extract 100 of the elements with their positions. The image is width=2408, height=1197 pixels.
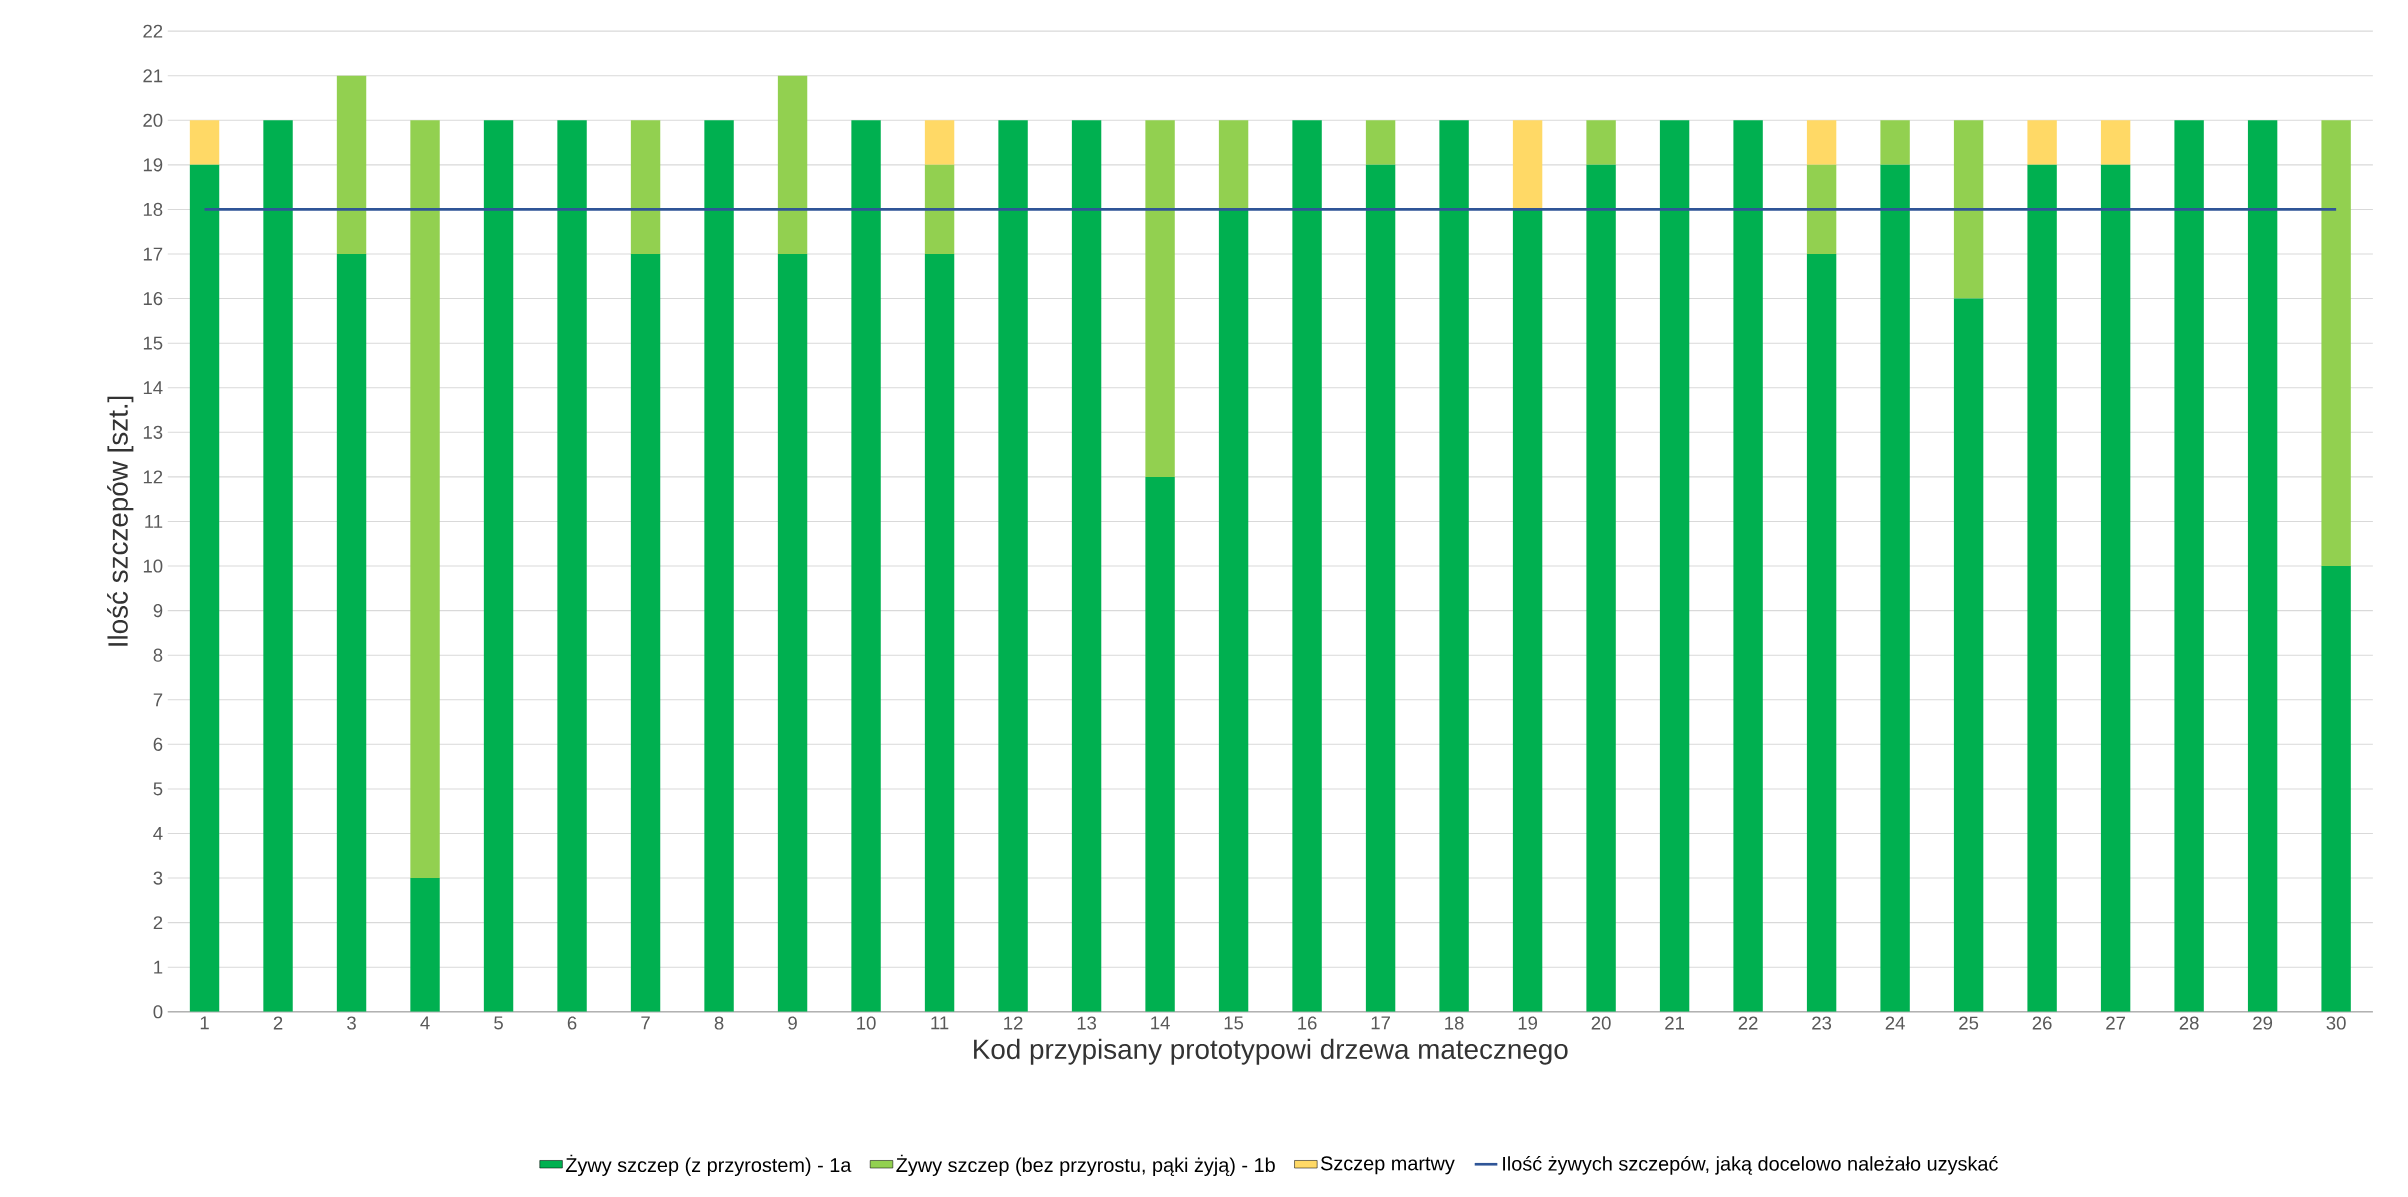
x-tick-label: 17 [1371,1016,1390,1030]
bar [2027,120,2057,166]
x-tick-label: 24 [1885,1016,1905,1030]
x-tick-label: 18 [1445,1016,1464,1030]
x-tick-label: 4 [420,1016,430,1030]
x-tick-label: 8 [714,1016,724,1030]
x-tick-label: 25 [1959,1016,1979,1030]
y-tick-label: 4 [153,827,163,841]
x-tick-label: 14 [1151,1016,1170,1030]
y-tick-label: 20 [143,113,163,128]
legend-label: Szczep martwy [1320,1156,1455,1175]
legend-label: Ilość żywych szczepów, jaką docelowo należało uzyskać [1503,1156,1998,1175]
bar [704,120,734,1012]
bar [1733,120,1763,1012]
bar [777,75,808,255]
y-tick-label: 17 [143,247,163,261]
bar [1071,120,1102,1012]
y-tick-label: 8 [153,648,163,662]
bar [1145,477,1175,1012]
x-axis-title: Kod przypisany prototypowi drzewa matecznego [974,1038,1568,1065]
bar [2027,165,2057,1012]
y-tick-label: 11 [145,515,163,529]
bar [924,165,955,255]
bar [851,120,881,1012]
x-tick-label: 28 [2179,1016,2199,1030]
bar [1880,120,1910,166]
legend-label: Żywy szczep (z przyrostem) - 1a [565,1154,852,1177]
bar [1292,120,1322,1012]
x-tick-label: 16 [1298,1016,1317,1030]
x-tick-label: 1 [200,1016,209,1030]
y-tick-label: 22 [143,24,163,38]
bar [1953,120,1984,299]
x-tick-label: 19 [1518,1016,1538,1030]
y-tick-label: 21 [143,69,163,83]
bar [1512,120,1543,210]
bar [1586,120,1616,166]
y-tick-label: 3 [153,871,163,885]
bar [1365,165,1396,1012]
bar [410,120,440,879]
bar [1880,165,1910,1012]
y-tick-label: 2 [153,916,163,930]
bar [630,120,661,255]
bar [1806,165,1837,255]
x-tick-label: 6 [567,1016,577,1030]
y-tick-label: 7 [153,693,163,707]
x-tick-label: 20 [1591,1016,1611,1030]
bar [1218,209,1249,1012]
bar [2100,120,2131,166]
bar [1365,120,1396,166]
bar [557,120,587,1012]
y-tick-label: 18 [143,203,163,217]
bar [2100,165,2131,1012]
bar [2174,120,2204,1012]
x-tick-label: 21 [1665,1016,1685,1030]
bar [2321,120,2351,567]
x-tick-label: 15 [1224,1016,1244,1030]
x-tick-label: 7 [641,1016,650,1030]
x-tick-label: 29 [2253,1016,2273,1030]
x-tick-label: 10 [857,1016,876,1030]
y-tick-label: 19 [143,158,163,172]
y-tick-label: 15 [143,336,163,350]
bar [1953,298,1984,1012]
bar [1586,165,1616,1012]
legend-label: Żywy szczep (bez przyrostu, pąki żyją) - 1b [896,1154,1275,1177]
bar [189,120,220,166]
bar [189,165,220,1012]
y-tick-label: 0 [153,1005,163,1019]
x-tick-label: 27 [2106,1016,2126,1030]
bar [924,120,955,166]
bar [777,254,808,1012]
x-tick-label: 26 [2032,1016,2052,1030]
bar [1659,120,1690,1012]
x-tick-label: 23 [1812,1016,1832,1030]
x-tick-label: 22 [1738,1016,1758,1030]
bar [2247,120,2278,1012]
y-axis-title: Ilość szczepów [szt.] [107,396,134,646]
bar [2321,566,2351,1012]
x-tick-label: 3 [347,1016,356,1030]
y-tick-label: 9 [153,604,163,618]
y-tick-label: 13 [143,425,163,440]
bar [630,254,661,1012]
bar [1512,209,1543,1012]
bar [1218,120,1249,210]
bar [1806,120,1837,166]
bar [263,120,293,1012]
bar [483,120,514,1012]
x-tick-label: 2 [273,1016,283,1030]
bar [336,75,367,255]
bar [998,120,1028,1012]
y-tick-label: 10 [143,559,163,573]
bar [410,878,440,1012]
bar [336,254,367,1012]
x-tick-label: 5 [494,1016,503,1030]
y-tick-label: 12 [143,470,163,484]
y-tick-label: 16 [143,292,163,306]
bar [1439,120,1469,1012]
y-tick-label: 6 [153,737,163,752]
bar [1145,120,1175,478]
y-tick-label: 5 [153,782,163,796]
x-tick-label: 30 [2326,1016,2346,1030]
